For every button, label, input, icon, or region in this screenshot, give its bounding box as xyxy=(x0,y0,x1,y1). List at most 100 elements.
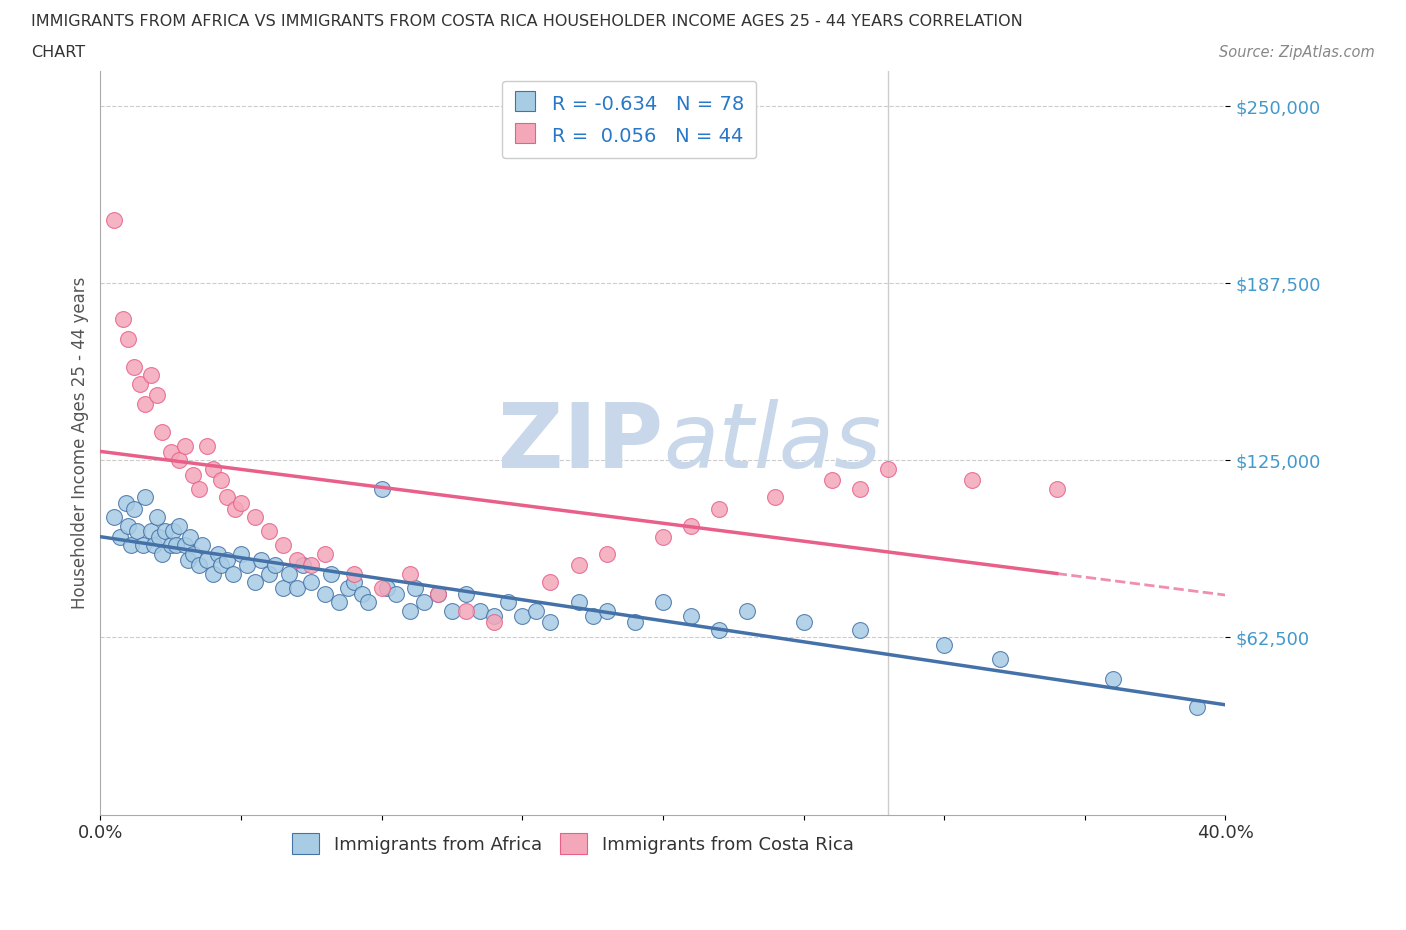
Point xyxy=(679,609,702,624)
Text: CHART: CHART xyxy=(31,45,84,60)
Point xyxy=(538,575,561,590)
Point xyxy=(243,575,266,590)
Point xyxy=(187,558,209,573)
Point xyxy=(285,552,308,567)
Point xyxy=(142,538,165,552)
Point xyxy=(111,312,134,326)
Point xyxy=(370,580,392,595)
Point xyxy=(125,524,148,538)
Point xyxy=(179,529,201,544)
Point xyxy=(181,467,204,482)
Point xyxy=(990,651,1012,666)
Point xyxy=(201,566,224,581)
Point xyxy=(148,529,170,544)
Text: Source: ZipAtlas.com: Source: ZipAtlas.com xyxy=(1219,45,1375,60)
Point xyxy=(1046,481,1069,496)
Point xyxy=(187,481,209,496)
Point xyxy=(145,388,167,403)
Point xyxy=(195,552,218,567)
Point xyxy=(454,586,477,601)
Legend: Immigrants from Africa, Immigrants from Costa Rica: Immigrants from Africa, Immigrants from … xyxy=(285,826,860,861)
Point xyxy=(122,501,145,516)
Point xyxy=(277,566,299,581)
Point xyxy=(524,603,547,618)
Point xyxy=(243,510,266,525)
Point xyxy=(454,603,477,618)
Point xyxy=(398,566,420,581)
Point xyxy=(176,552,198,567)
Point xyxy=(962,472,984,487)
Point xyxy=(173,538,195,552)
Point xyxy=(793,615,815,630)
Point xyxy=(370,481,392,496)
Point xyxy=(679,518,702,533)
Point xyxy=(128,377,150,392)
Point xyxy=(595,603,617,618)
Point xyxy=(412,594,434,609)
Point xyxy=(709,501,731,516)
Point xyxy=(1187,699,1209,714)
Point xyxy=(162,524,184,538)
Point xyxy=(139,524,162,538)
Point xyxy=(1102,671,1125,686)
Point xyxy=(195,439,218,454)
Point xyxy=(131,538,153,552)
Point xyxy=(496,594,519,609)
Point xyxy=(263,558,285,573)
Y-axis label: Householder Income Ages 25 - 44 years: Householder Income Ages 25 - 44 years xyxy=(72,276,89,609)
Point xyxy=(209,472,232,487)
Point xyxy=(159,445,181,459)
Point xyxy=(150,425,173,440)
Point xyxy=(271,580,294,595)
Point xyxy=(342,566,364,581)
Point xyxy=(623,615,645,630)
Point xyxy=(271,538,294,552)
Point xyxy=(120,538,142,552)
Point xyxy=(221,566,243,581)
Text: ZIP: ZIP xyxy=(498,399,662,486)
Point xyxy=(319,566,342,581)
Point xyxy=(849,481,872,496)
Point xyxy=(167,518,190,533)
Point xyxy=(117,331,139,346)
Point xyxy=(153,524,176,538)
Point xyxy=(651,594,673,609)
Point xyxy=(375,580,398,595)
Point xyxy=(595,547,617,562)
Point xyxy=(398,603,420,618)
Point xyxy=(934,637,956,652)
Text: atlas: atlas xyxy=(662,399,882,486)
Point xyxy=(215,490,238,505)
Point xyxy=(581,609,603,624)
Point xyxy=(229,496,252,511)
Point xyxy=(821,472,844,487)
Point xyxy=(314,586,336,601)
Point xyxy=(482,609,505,624)
Point xyxy=(103,212,125,227)
Point xyxy=(849,623,872,638)
Point xyxy=(651,529,673,544)
Point xyxy=(134,490,156,505)
Point xyxy=(567,594,589,609)
Point xyxy=(709,623,731,638)
Point xyxy=(336,580,359,595)
Point xyxy=(134,396,156,411)
Point xyxy=(538,615,561,630)
Point xyxy=(229,547,252,562)
Point xyxy=(285,580,308,595)
Point xyxy=(139,368,162,383)
Point xyxy=(482,615,505,630)
Point xyxy=(201,461,224,476)
Point xyxy=(215,552,238,567)
Point xyxy=(114,496,136,511)
Point xyxy=(108,529,131,544)
Point xyxy=(440,603,463,618)
Point xyxy=(181,547,204,562)
Point xyxy=(145,510,167,525)
Point xyxy=(190,538,212,552)
Point xyxy=(328,594,350,609)
Point xyxy=(314,547,336,562)
Point xyxy=(257,566,280,581)
Point xyxy=(103,510,125,525)
Point xyxy=(235,558,257,573)
